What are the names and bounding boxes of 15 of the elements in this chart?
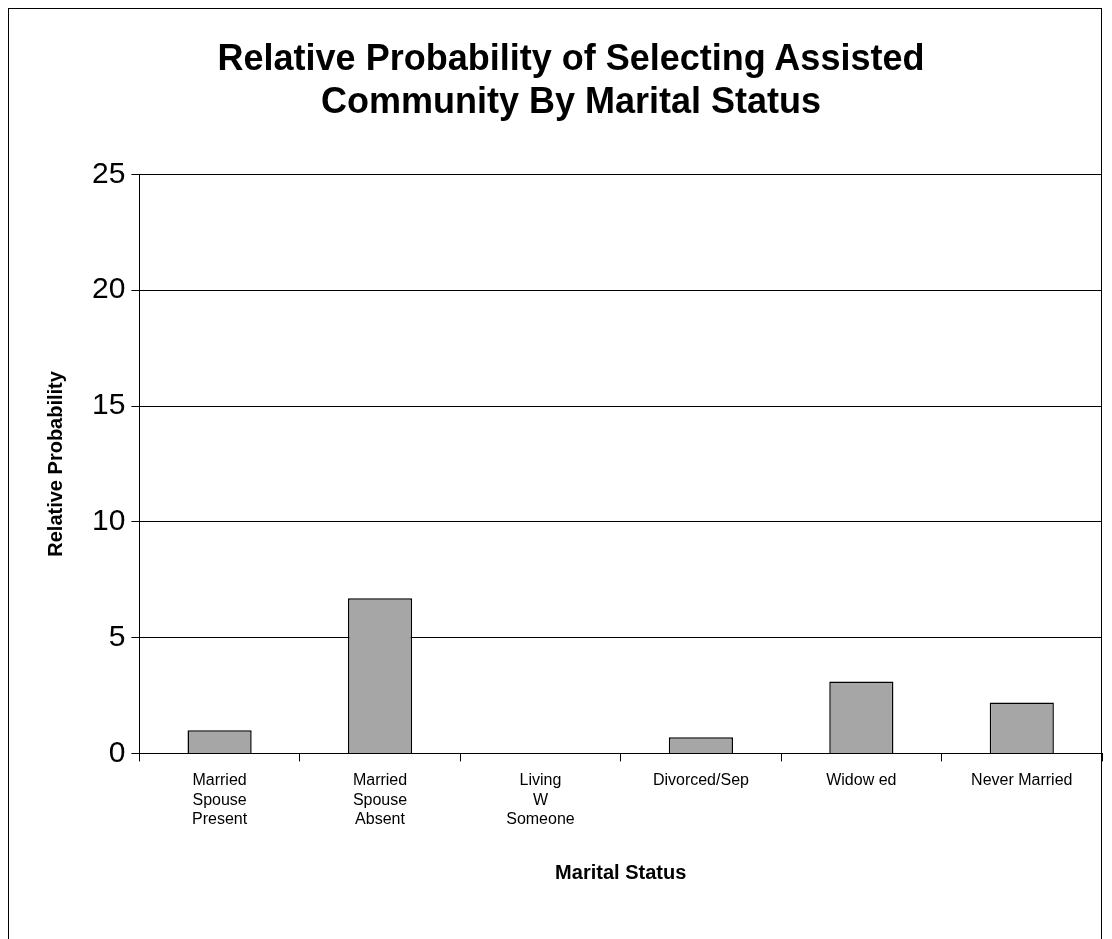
chart-title: Relative Probability of Selecting Assisted Community By Marital Status (217, 36, 925, 121)
y-tick-label: 25 (91, 155, 126, 189)
x-tick-label: Married Spouse Absent (352, 771, 408, 827)
y-axis-title: Relative Probability (43, 370, 66, 557)
x-axis-title: Marital Status (555, 860, 687, 883)
x-tick-label: Married Spouse Present (192, 771, 248, 827)
y-tick-label: 15 (91, 387, 126, 421)
x-tick-label: Widow ed (826, 771, 897, 789)
y-tick-label: 0 (108, 734, 126, 768)
x-tick-label: Living W Someone (506, 771, 575, 827)
y-tick-label: 10 (91, 503, 126, 537)
y-tick-label: 5 (108, 618, 126, 652)
x-tick-label: Divorced/Sep (652, 771, 750, 789)
y-tick-label: 20 (91, 271, 126, 305)
x-tick-label: Never Married (971, 771, 1073, 789)
